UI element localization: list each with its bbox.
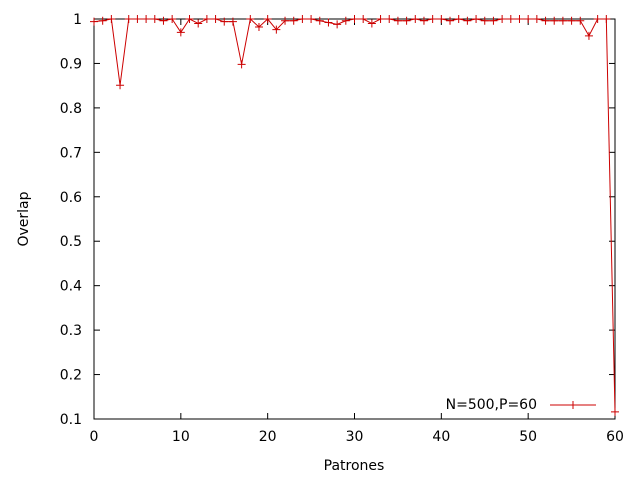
data-point — [168, 15, 177, 23]
data-point — [454, 15, 463, 23]
data-point — [593, 15, 602, 23]
data-point — [472, 15, 481, 23]
y-tick-label: 0.9 — [60, 56, 82, 72]
y-tick-label: 0.4 — [60, 279, 82, 295]
legend-label: N=500,P=60 — [446, 397, 537, 413]
x-tick-label: 50 — [519, 429, 537, 445]
data-point — [446, 16, 455, 25]
data-point — [506, 15, 515, 23]
data-point — [402, 16, 411, 25]
plot-frame — [93, 18, 616, 420]
data-point — [584, 31, 593, 40]
data-point — [289, 16, 298, 25]
data-point — [411, 15, 420, 23]
data-point — [176, 28, 185, 37]
data-point — [550, 16, 559, 25]
data-point — [90, 17, 98, 26]
x-axis-label: Patrones — [324, 458, 385, 474]
y-tick-label: 0.7 — [60, 145, 82, 161]
data-point — [315, 16, 324, 25]
data-point — [602, 15, 611, 23]
data-point — [498, 15, 507, 23]
data-point — [159, 16, 168, 25]
x-tick-label: 10 — [172, 429, 190, 445]
data-point — [524, 15, 533, 23]
legend-marker — [569, 401, 577, 409]
data-point — [237, 60, 246, 69]
data-point — [576, 16, 585, 25]
data-point — [515, 15, 524, 23]
data-point — [211, 15, 220, 23]
data-point — [263, 15, 272, 23]
data-point — [463, 16, 472, 25]
data-point — [385, 15, 394, 23]
data-point — [541, 16, 550, 25]
series-layer — [90, 15, 619, 416]
y-tick-label: 0.6 — [60, 190, 82, 206]
data-point — [124, 15, 133, 23]
x-tick-label: 0 — [90, 429, 99, 445]
data-point — [367, 19, 376, 28]
data-point — [489, 16, 498, 25]
data-point — [150, 15, 159, 23]
data-point — [428, 15, 437, 23]
data-point — [419, 16, 428, 25]
data-point — [532, 15, 541, 23]
data-point — [324, 18, 333, 27]
data-point — [281, 16, 290, 25]
data-point — [567, 16, 576, 25]
data-point — [307, 15, 316, 23]
data-point — [393, 16, 402, 25]
data-point — [333, 20, 342, 29]
data-point — [611, 407, 619, 416]
data-point — [228, 17, 237, 26]
data-point — [350, 15, 359, 23]
data-point — [480, 16, 489, 25]
data-point — [194, 19, 203, 28]
data-point — [116, 81, 125, 90]
x-tick-label: 60 — [606, 429, 624, 445]
data-point — [254, 23, 263, 31]
data-point — [142, 15, 151, 23]
y-tick-label: 0.3 — [60, 323, 82, 339]
data-point — [298, 15, 307, 23]
data-point — [376, 15, 385, 23]
data-point — [359, 15, 368, 23]
x-tick-label: 20 — [259, 429, 277, 445]
axis-tick-labels: 0 10 20 30 40 50 60 0.1 0.2 0.3 0.4 0.5 0.6 0.7 0.8 0.9… — [60, 12, 624, 445]
y-tick-label: 0.2 — [60, 368, 82, 384]
data-point — [98, 16, 107, 25]
data-point — [202, 15, 211, 23]
data-point — [341, 16, 350, 25]
data-point — [437, 15, 446, 23]
data-point — [107, 15, 116, 23]
x-tick-label: 40 — [432, 429, 450, 445]
data-point — [220, 17, 229, 26]
data-point — [246, 15, 255, 23]
data-point — [133, 15, 142, 23]
x-tick-label: 30 — [346, 429, 364, 445]
y-tick-label: 1 — [73, 12, 82, 28]
data-point — [185, 15, 194, 23]
y-tick-label: 0.1 — [60, 412, 82, 428]
data-point — [272, 25, 281, 34]
y-axis-label: Overlap — [16, 191, 32, 246]
y-tick-label: 0.5 — [60, 234, 82, 250]
legend: N=500,P=60 — [446, 397, 596, 413]
axis-ticks — [93, 18, 616, 420]
y-tick-label: 0.8 — [60, 101, 82, 117]
series-line — [93, 18, 616, 412]
data-point — [558, 16, 567, 25]
